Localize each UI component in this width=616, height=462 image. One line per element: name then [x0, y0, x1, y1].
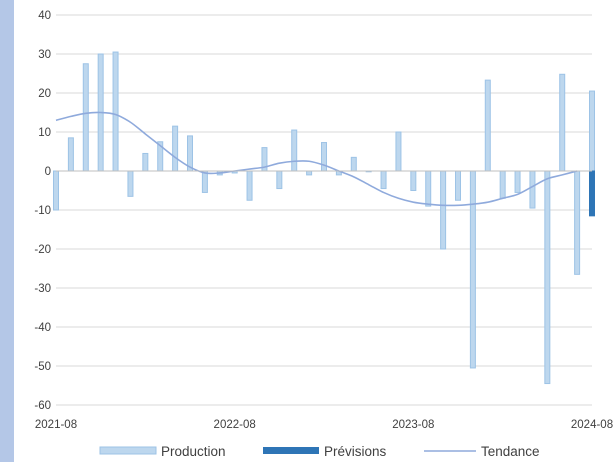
y-tick-label: -40: [34, 322, 51, 334]
production-bar: [172, 125, 179, 172]
production-bar: [499, 170, 506, 199]
y-axis-ticks: 40 30 20 10 0 -10 -20 -30 -40 -50 -60: [34, 10, 51, 412]
y-tick-label: -60: [34, 400, 51, 412]
legend-trend-label: Tendance: [481, 444, 540, 459]
y-tick-label: 20: [38, 88, 51, 100]
y-tick-label: 0: [45, 166, 51, 178]
production-bar: [544, 170, 551, 385]
x-tick-label: 2022-08: [214, 419, 256, 431]
legend-production-swatch: [99, 446, 157, 455]
production-bar: [276, 170, 283, 190]
production-bar: [306, 170, 313, 176]
production-bar: [380, 170, 387, 190]
production-bar: [574, 170, 581, 275]
y-tick-label: -10: [34, 205, 51, 217]
production-bar: [559, 73, 566, 172]
production-bar: [440, 170, 447, 250]
y-tick-label: -50: [34, 361, 51, 373]
production-bar: [469, 170, 476, 369]
y-tick-label: -20: [34, 244, 51, 256]
production-bar: [455, 170, 461, 201]
x-axis-ticks: 2021-08 2022-08 2023-08 2024-08: [35, 419, 613, 431]
chart-svg: 40 30 20 10 0 -10 -20 -30 -40 -50 -60 2021-08 2022-…: [34, 10, 613, 459]
grid-lines: [56, 14, 592, 406]
legend-forecast-label: Prévisions: [324, 444, 387, 459]
y-tick-label: -30: [34, 283, 51, 295]
production-bar: [291, 129, 298, 172]
production-bar: [321, 142, 327, 172]
bars-layer: [53, 51, 595, 385]
production-bar: [142, 152, 149, 172]
trend-line: [55, 111, 578, 207]
y-tick-label: 40: [38, 10, 51, 22]
production-bar: [529, 170, 536, 209]
production-bar: [127, 170, 134, 197]
production-bar: [395, 131, 402, 172]
legend: Production Prévisions Tendance: [99, 444, 540, 459]
production-bar: [350, 156, 357, 172]
production-bar: [246, 170, 253, 201]
y-tick-label: 10: [38, 127, 51, 139]
legend-forecast-swatch: [263, 447, 319, 454]
production-bar: [410, 170, 417, 191]
x-tick-label: 2024-08: [571, 419, 613, 431]
x-tick-label: 2023-08: [392, 419, 434, 431]
legend-production-label: Production: [161, 444, 226, 459]
trend-layer: [55, 111, 578, 207]
forecast-bar: [589, 170, 595, 217]
y-tick-label: 30: [38, 49, 51, 61]
production-bar: [112, 51, 119, 172]
chart-panel: 40 30 20 10 0 -10 -20 -30 -40 -50 -60 2021-08 2022-…: [14, 0, 616, 462]
x-tick-label: 2021-08: [35, 419, 77, 431]
production-bar: [514, 170, 521, 193]
production-bar: [589, 90, 595, 172]
production-bar: [425, 170, 432, 207]
production-bar: [67, 137, 74, 172]
production-bar: [82, 63, 89, 172]
production-bar: [484, 79, 491, 172]
production-bar: [53, 170, 59, 211]
production-bar: [201, 170, 208, 193]
